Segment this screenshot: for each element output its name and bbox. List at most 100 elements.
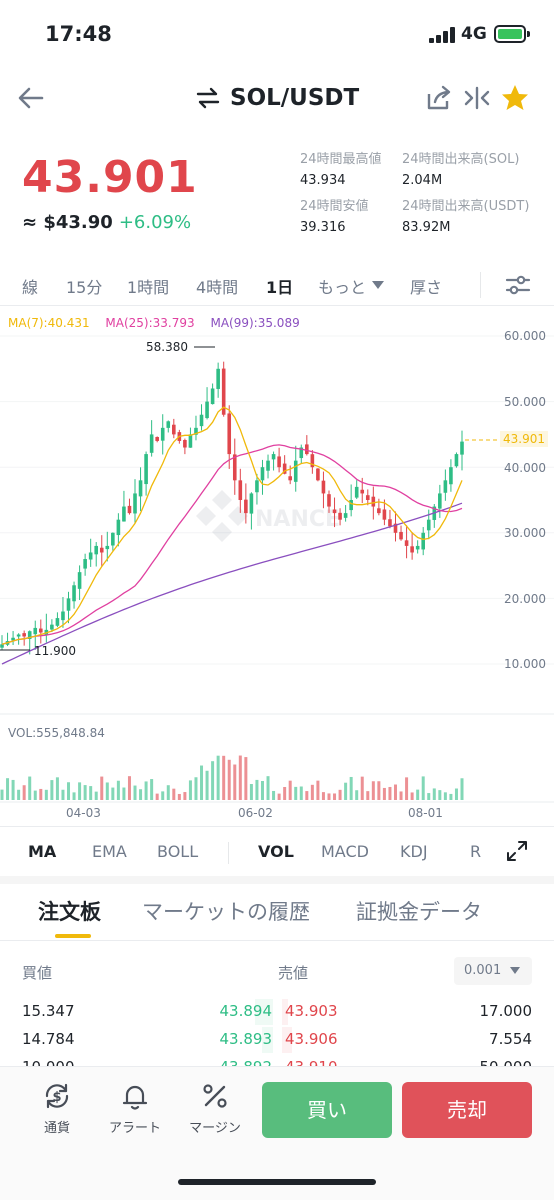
volume-bar [388,786,392,800]
volume-bar [327,793,331,800]
status-time: 17:48 [45,22,112,46]
tab-more[interactable]: もっと [318,278,367,297]
stat-24h-low: 24時間安値 39.316 [300,199,369,235]
candle [66,598,71,611]
volume-bar [460,778,464,800]
candle [310,454,315,468]
volume-bar [122,787,126,800]
candle [16,634,21,637]
volume-bar [139,789,143,800]
ma-legend: MA(7):40.431 MA(25):33.793 MA(99):35.089 [8,316,312,330]
volume-bar [72,792,76,800]
volume-bar [144,781,148,800]
bell-icon [122,1085,148,1110]
candle [449,467,453,485]
ma99-label: MA(99):35.089 [210,316,300,330]
candle [244,499,248,514]
candle [460,441,464,455]
order-tabs: 注文板 マーケットの履歴 証拠金データ [0,894,554,942]
volume-bar [405,777,409,800]
ind-vol[interactable]: VOL [258,842,294,861]
y-tick: 50.000 [504,395,546,409]
pair-selector[interactable]: SOL/USDT [196,85,359,111]
price-change: +6.09% [118,212,192,233]
x-label: 08-01 [408,806,443,820]
nav-currency[interactable]: $ 通貨 [22,1081,92,1136]
candle [144,454,148,485]
usd-price: ≈ $43.90 [22,212,113,233]
tab-15m[interactable]: 15分 [66,278,103,297]
tab-margin-data[interactable]: 証拠金データ [356,900,482,924]
chart-settings-icon[interactable] [505,274,531,296]
tab-1d[interactable]: 1日 [266,278,294,297]
ma7-label: MA(7):40.431 [8,316,90,330]
candle [227,413,232,455]
active-tab-underline [55,934,91,938]
volume-bar [105,782,109,800]
percent-icon [203,1084,227,1108]
volume-bar [116,780,120,800]
candle [327,494,331,507]
candle [111,532,115,546]
star-icon[interactable] [500,83,530,113]
volume-bar [427,793,431,800]
candle [382,509,387,520]
ind-kdj[interactable]: KDJ [400,842,428,861]
candle [232,454,237,481]
compare-icon[interactable] [462,83,492,113]
price-chart[interactable]: NANCE [0,330,554,810]
candle [238,480,243,500]
candle [72,585,76,602]
volume-bar [366,791,370,800]
order-book-row[interactable]: 15.347 43.894 43.903 17.000 [0,999,554,1025]
y-tick: 30.000 [504,526,546,540]
candle [360,489,365,494]
back-arrow-icon[interactable] [16,83,46,113]
candle [343,513,348,518]
candle [166,421,171,428]
tab-market-history[interactable]: マーケットの履歴 [142,900,310,924]
watermark-logo: NANCE [196,490,340,542]
stat-24h-vol-sol: 24時間出来高(SOL) 2.04M [402,152,520,188]
ind-boll[interactable]: BOLL [157,842,199,861]
x-label: 06-02 [238,806,273,820]
tab-1h[interactable]: 1時間 [127,278,170,297]
divider [0,305,554,306]
tab-line[interactable]: 線 [22,278,39,297]
ma25-line [1,444,463,645]
volume-bar [216,755,220,800]
buy-button[interactable]: 買い [262,1082,392,1138]
divider [0,826,554,827]
order-book-row[interactable]: 14.784 43.893 43.906 7.554 [0,1027,554,1053]
depth-selector[interactable]: 0.001 [454,957,532,985]
tab-depth[interactable]: 厚さ [410,278,443,297]
volume-bar [194,777,198,800]
candle [377,508,381,514]
candle [83,559,87,569]
section-gap [0,876,554,884]
candle [404,540,409,546]
nav-alert[interactable]: アラート [100,1081,170,1136]
y-tick: 20.000 [504,592,546,606]
ind-macd[interactable]: MACD [321,842,369,861]
candle [210,388,215,405]
candle [354,486,359,498]
share-icon[interactable] [424,83,454,113]
y-tick: 40.000 [504,461,546,475]
ind-rsi[interactable]: R [470,842,482,861]
fullscreen-icon[interactable] [506,840,528,862]
volume-bar [50,780,54,800]
candle [393,523,398,533]
bottom-bar: $ 通貨 アラート マージン 買い 売却 [0,1066,554,1200]
tab-4h[interactable]: 4時間 [196,278,239,297]
candle [205,401,209,419]
ind-ma[interactable]: MA [28,842,57,861]
volume-bar [33,790,37,800]
volume-bar [283,786,287,800]
tab-order-book[interactable]: 注文板 [38,900,101,924]
nav-margin[interactable]: マージン [180,1081,250,1136]
candle [249,493,254,514]
candle [349,500,353,511]
ind-ema[interactable]: EMA [92,842,127,861]
sell-button[interactable]: 売却 [402,1082,532,1138]
